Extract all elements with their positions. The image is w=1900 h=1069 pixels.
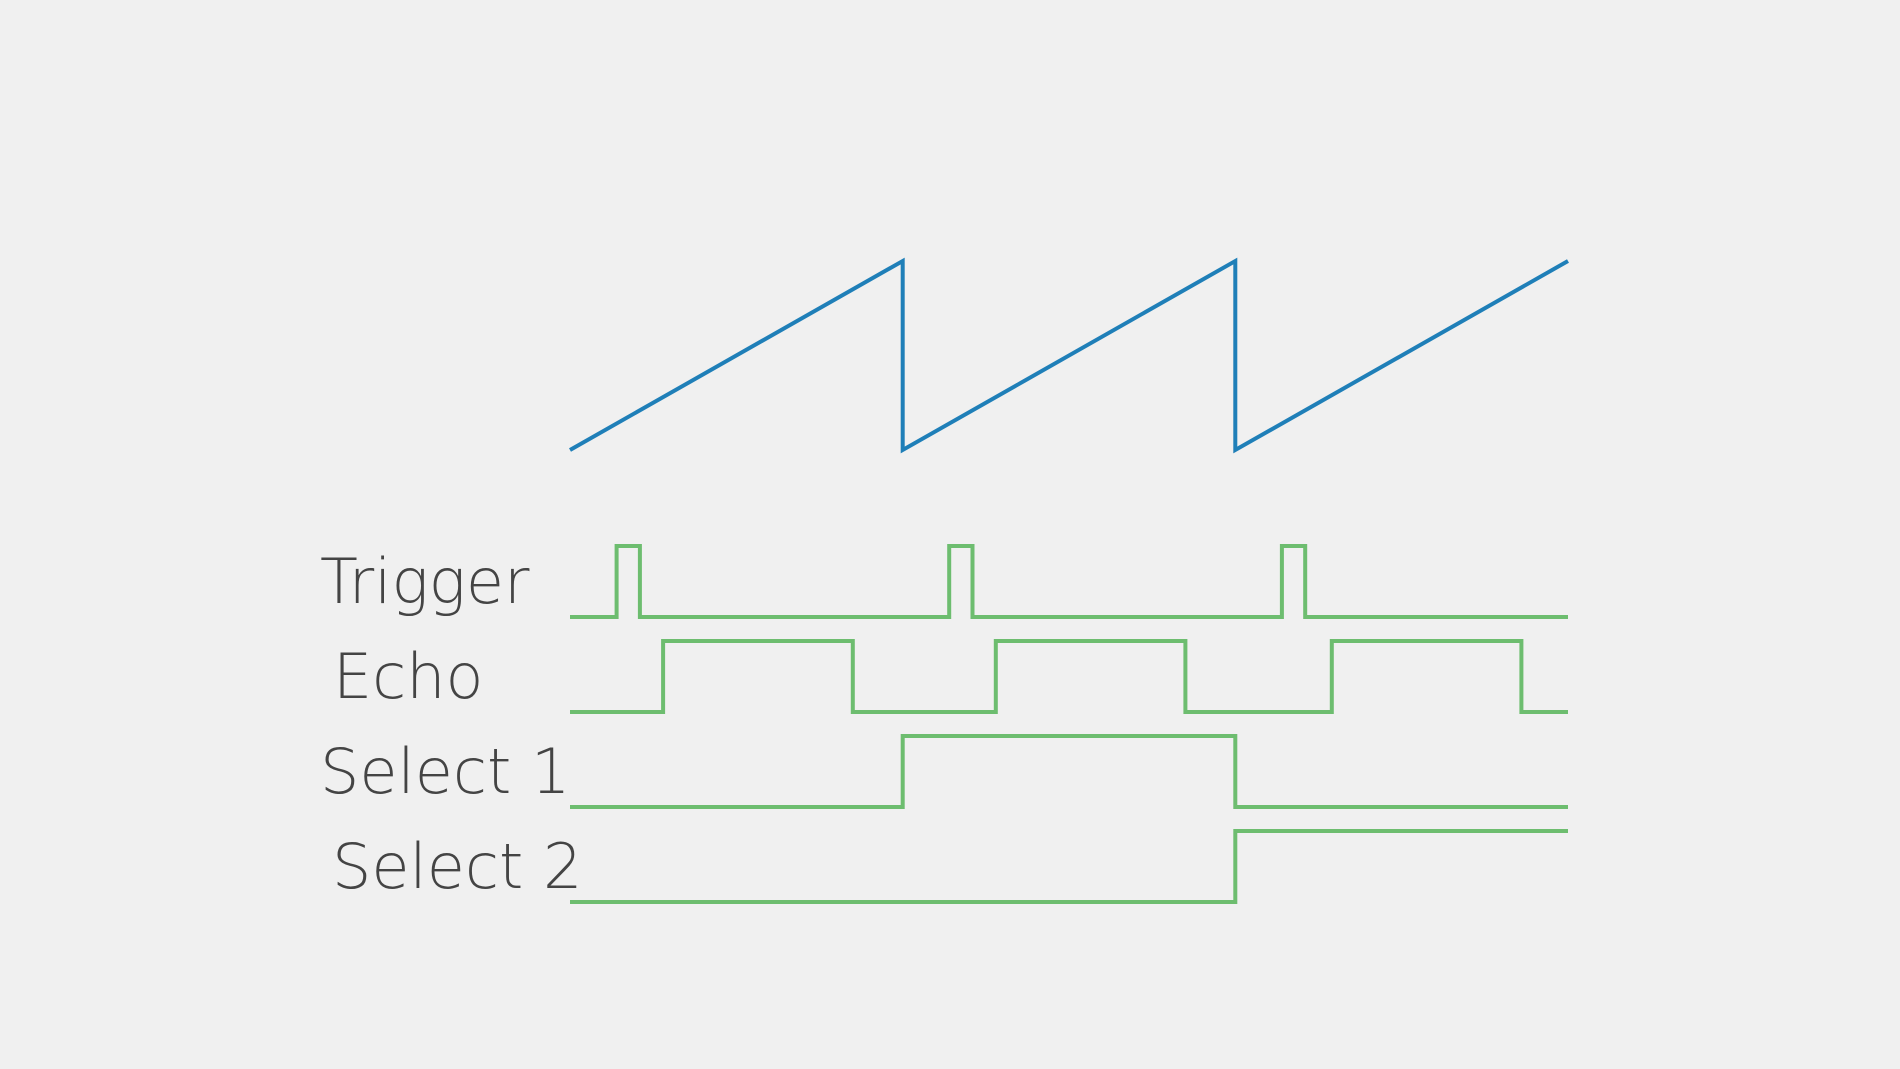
echo-waveform [570,639,1568,714]
signal-label-select-1: Select 1 [320,735,570,808]
select-1-waveform [570,734,1568,809]
signal-label-trigger: Trigger [320,545,530,618]
signal-label-echo: Echo [333,640,484,713]
signal-trigger: Trigger [320,544,1568,619]
ramp-waveform [569,257,1569,454]
select-2-waveform [570,829,1568,904]
signal-select-1: Select 1 [320,734,1568,809]
trigger-waveform [570,544,1568,619]
signal-echo: Echo [333,639,1568,714]
signal-select-2: Select 2 [332,829,1568,904]
signal-label-select-2: Select 2 [332,830,582,903]
